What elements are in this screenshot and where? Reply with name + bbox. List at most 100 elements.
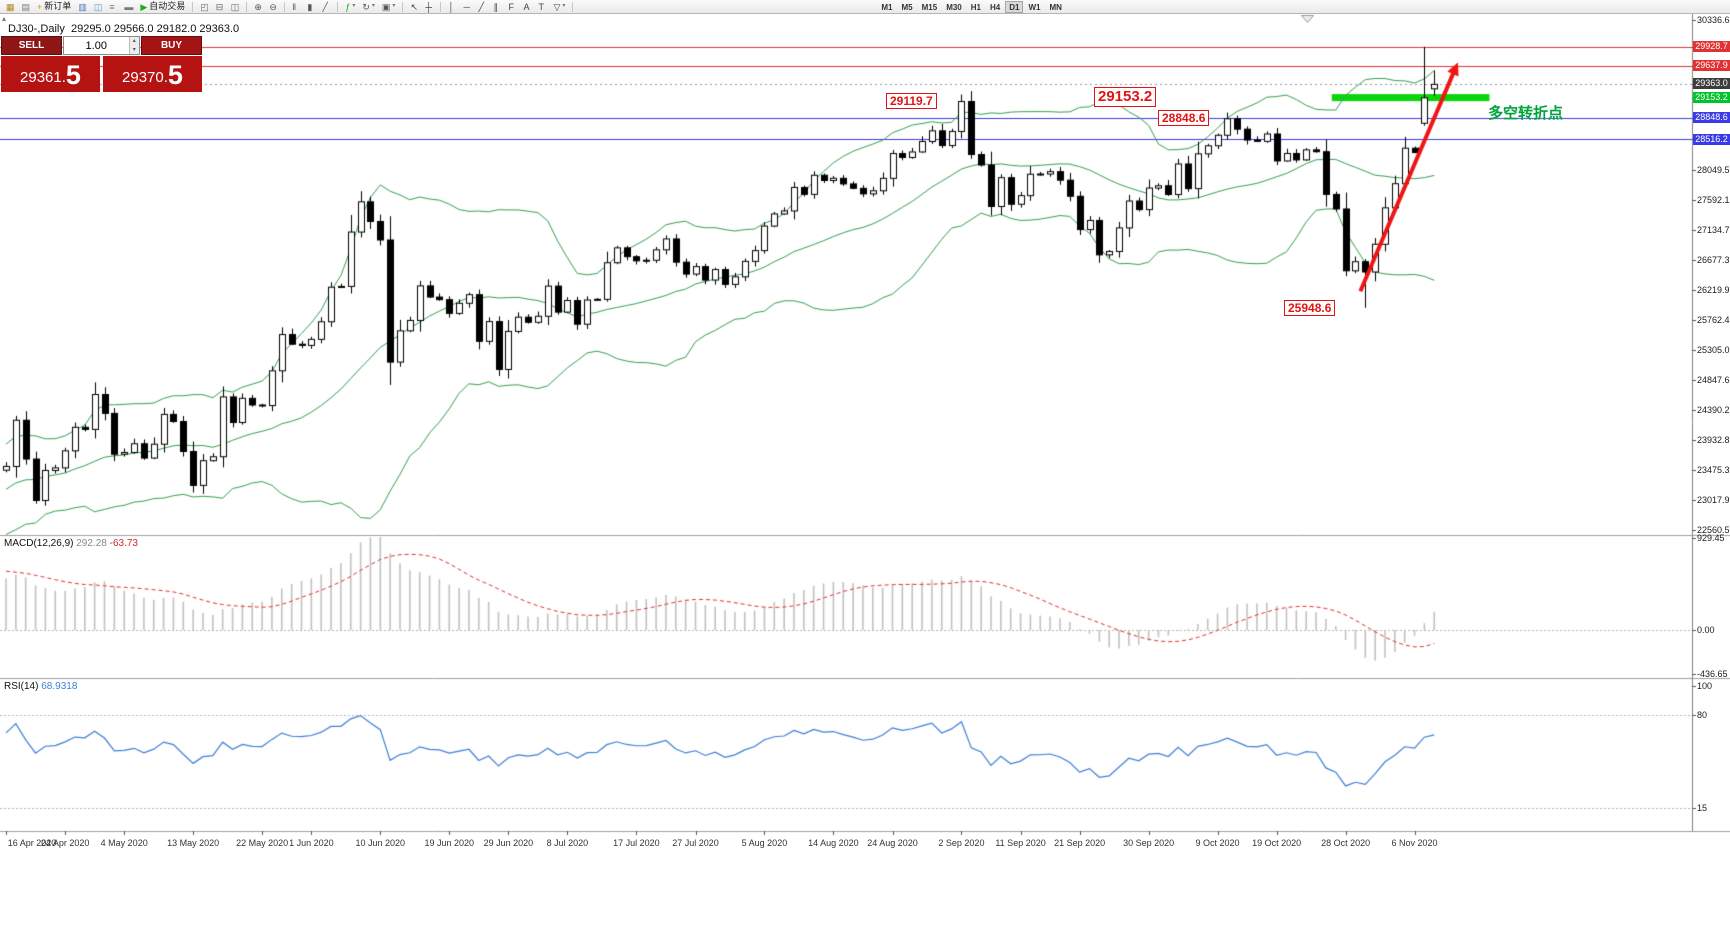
timeframe-w1-button[interactable]: W1 [1024, 1, 1044, 13]
ask-price[interactable]: 29370. 5 [103, 56, 202, 92]
data-window-button[interactable]: ◫ [91, 0, 106, 13]
macd-indicator-label: MACD(12,26,9) 292.28 -63.73 [4, 538, 138, 549]
price-axis-tag[interactable]: 29637.9 [1693, 60, 1730, 72]
data-window-icon: ◫ [93, 1, 103, 12]
text-label-icon: T [538, 1, 544, 12]
macd-name: MACD(12,26,9) [4, 538, 74, 549]
price-axis-label: 26219.9 [1697, 284, 1730, 295]
callout-25948[interactable]: 25948.6 [1284, 300, 1336, 317]
volume-spinner: ▴ ▾ [128, 37, 139, 54]
callout-29153[interactable]: 29153.2 [1094, 87, 1157, 107]
zoom-out-icon: ⊖ [269, 1, 277, 12]
buy-button[interactable]: BUY [141, 36, 202, 55]
market-watch-button[interactable]: ▥ [75, 0, 90, 13]
zoom-out-button[interactable]: ⊖ [266, 0, 280, 13]
text-button[interactable]: A [520, 0, 534, 13]
price-axis-tag[interactable]: 29153.2 [1693, 92, 1730, 104]
note-turning-point[interactable]: 多空转折点 [1488, 105, 1564, 122]
line-chart-icon: ╱ [322, 1, 328, 12]
timeframe-h4-button[interactable]: H4 [986, 1, 1004, 13]
autotrading-button[interactable]: ▶ 自动交易 [137, 0, 188, 13]
tile-windows-horizontally-button[interactable]: ⊟ [213, 0, 227, 13]
time-axis-label: 22 May 2020 [236, 838, 289, 848]
text-label-button[interactable]: T [535, 0, 549, 13]
equidistant-channel-button[interactable]: ∥ [490, 0, 504, 13]
time-axis-label: 19 Oct 2020 [1252, 838, 1302, 848]
indicators-list-button[interactable]: ƒ ▾ [342, 0, 358, 13]
rsi-value: 68.9318 [41, 681, 78, 692]
horizontal-line-button[interactable]: ─ [460, 0, 474, 13]
timeframe-m1-button[interactable]: M1 [877, 1, 896, 13]
macd-axis-label: -436.65 [1697, 668, 1728, 679]
vertical-line-button[interactable]: │ [445, 0, 459, 13]
price-axis-label: 27134.7 [1697, 224, 1730, 235]
price-axis-tag[interactable]: 28848.6 [1693, 112, 1730, 124]
new-order-button[interactable]: + 新订单 [34, 0, 74, 13]
bid-price[interactable]: 29361. 5 [1, 56, 100, 92]
templates-button[interactable]: ▣ ▾ [379, 0, 399, 13]
toolbar-separator [246, 1, 248, 12]
time-axis-label: 5 Aug 2020 [741, 838, 788, 848]
new-chart-icon: ▦ [6, 1, 15, 12]
price-axis-label: 22560.5 [1697, 525, 1730, 535]
one-click-collapse-button[interactable]: ▴ [2, 14, 7, 23]
tile-windows-vertically-button[interactable]: ◫ [228, 0, 243, 13]
toolbar-separator [337, 1, 339, 12]
navigator-icon: ≡ [109, 1, 115, 12]
line-chart-button[interactable]: ╱ [319, 0, 333, 13]
rsi-axis-label: 15 [1697, 803, 1708, 814]
fibonacci-retracement-button[interactable]: F [505, 0, 519, 13]
ask-price-main: 29370. [122, 69, 168, 86]
profiles-button[interactable]: ▤ [19, 0, 34, 13]
macd-signal-value: -63.73 [109, 538, 138, 549]
callout-29119[interactable]: 29119.7 [886, 93, 937, 110]
cascade-windows-button[interactable]: ◰ [197, 0, 212, 13]
dropdown-arrow-icon: ▾ [371, 3, 375, 9]
dropdown-arrow-icon: ▾ [352, 3, 356, 9]
candlestick-chart-button[interactable]: ▮ [304, 0, 318, 13]
price-axis-tag[interactable]: 29363.0 [1693, 78, 1730, 90]
zoom-in-icon: ⊕ [254, 1, 262, 12]
toolbar-separator [402, 1, 404, 12]
timeframe-m5-button[interactable]: M5 [898, 1, 917, 13]
macd-axis-label: 0.00 [1697, 625, 1715, 635]
price-axis-tag[interactable]: 29928.7 [1693, 41, 1730, 53]
sell-button[interactable]: SELL [1, 36, 62, 55]
profiles-icon: ▤ [21, 1, 31, 12]
bar-chart-button[interactable]: ‖ [289, 0, 303, 13]
bar-chart-icon: ‖ [292, 1, 297, 12]
time-axis-label: 16 Apr 2020 [7, 838, 57, 848]
volume-increase-button[interactable]: ▴ [129, 37, 139, 46]
time-axis-label: 13 May 2020 [167, 838, 220, 848]
timeframe-m15-button[interactable]: M15 [918, 1, 942, 13]
periods-button[interactable]: ↻ ▾ [359, 0, 378, 13]
cursor-button[interactable]: ↖ [407, 0, 421, 13]
candlestick-chart-icon: ▮ [307, 1, 313, 12]
rsi-name: RSI(14) [4, 681, 39, 692]
volume-field: ▴ ▾ [63, 36, 140, 55]
volume-input[interactable] [64, 37, 129, 54]
time-axis-label: 27 Jul 2020 [672, 838, 719, 848]
new-chart-button[interactable]: ▦ [3, 0, 18, 13]
callout-28848[interactable]: 28848.6 [1158, 110, 1210, 127]
zoom-in-button[interactable]: ⊕ [251, 0, 265, 13]
price-axis-label: 27592.1 [1697, 194, 1730, 205]
volume-decrease-button[interactable]: ▾ [129, 45, 139, 54]
terminal-button[interactable]: ▬ [121, 0, 136, 13]
timeframe-mn-button[interactable]: MN [1045, 1, 1065, 13]
time-axis-label: 10 Jun 2020 [355, 838, 406, 848]
crosshair-button[interactable]: ┼ [422, 0, 436, 13]
trendline-icon: ╱ [478, 1, 484, 12]
timeframe-h1-button[interactable]: H1 [967, 1, 985, 13]
trendline-button[interactable]: ╱ [475, 0, 489, 13]
time-axis-label: 2 Sep 2020 [938, 838, 985, 848]
timeframe-m30-button[interactable]: M30 [942, 1, 966, 13]
time-axis-label: 28 Oct 2020 [1321, 838, 1371, 848]
toolbar-separator [440, 1, 442, 12]
arrows-button[interactable]: ▽ ▾ [550, 0, 568, 13]
timeframe-d1-button[interactable]: D1 [1005, 0, 1024, 13]
navigator-button[interactable]: ≡ [106, 0, 120, 13]
price-axis-tag[interactable]: 28516.2 [1693, 133, 1730, 145]
time-axis-label: 6 Nov 2020 [1391, 838, 1438, 848]
